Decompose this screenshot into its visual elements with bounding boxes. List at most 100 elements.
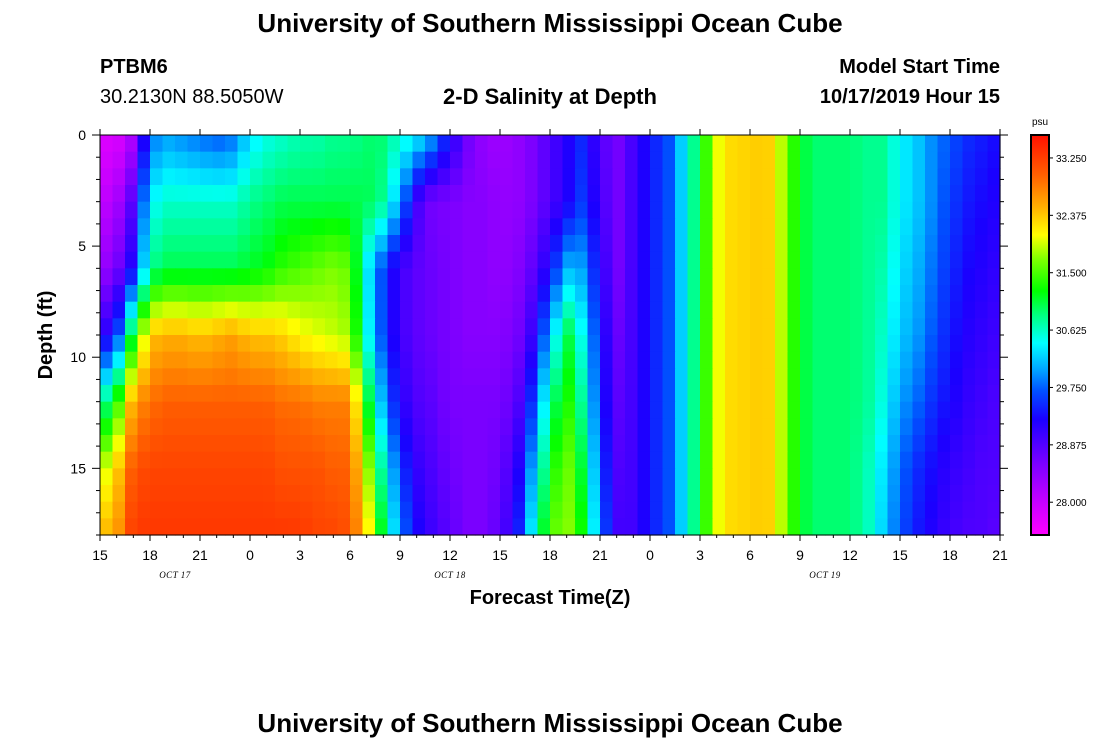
x-tick-label: 15 [492, 547, 508, 563]
heatmap-cell [962, 435, 976, 453]
heatmap-cell [250, 401, 264, 419]
heatmap-cell [275, 151, 289, 169]
heatmap-cell [637, 268, 651, 286]
heatmap-cell [400, 468, 414, 486]
heatmap-cell [925, 268, 939, 286]
heatmap-cell [487, 385, 501, 403]
heatmap-cell [137, 385, 151, 403]
heatmap-cell [800, 451, 814, 469]
heatmap-cell [525, 318, 539, 336]
heatmap-cell [812, 335, 826, 353]
heatmap-cell [537, 435, 551, 453]
heatmap-cell [875, 435, 889, 453]
date-label: OCT 18 [434, 570, 466, 580]
heatmap-cell [675, 485, 689, 503]
heatmap-cell [475, 301, 489, 319]
heatmap-cell [725, 285, 739, 303]
heatmap-cell [937, 268, 951, 286]
heatmap-cell [162, 451, 176, 469]
heatmap-cell [325, 268, 339, 286]
heatmap-cell [950, 335, 964, 353]
heatmap-cell [925, 468, 939, 486]
heatmap-cell [337, 468, 351, 486]
heatmap-cell [725, 385, 739, 403]
heatmap-cell [375, 218, 389, 236]
heatmap-cell [100, 168, 114, 186]
heatmap-cell [312, 351, 326, 369]
heatmap-cell [437, 368, 451, 386]
heatmap-cell [175, 168, 189, 186]
heatmap-cell [875, 218, 889, 236]
heatmap-cell [875, 451, 889, 469]
heatmap-cell [475, 135, 489, 153]
heatmap-cell [487, 335, 501, 353]
heatmap-cell [887, 318, 901, 336]
heatmap-cell [462, 385, 476, 403]
heatmap-cell [287, 185, 301, 203]
heatmap-cell [950, 518, 964, 536]
heatmap-cell [450, 318, 464, 336]
heatmap-cell [787, 451, 801, 469]
heatmap-cell [650, 285, 664, 303]
heatmap-cell [912, 435, 926, 453]
heatmap-cell [912, 401, 926, 419]
heatmap-cell [412, 351, 426, 369]
heatmap-cell [862, 468, 876, 486]
heatmap-cell [700, 235, 714, 253]
heatmap-cell [312, 201, 326, 219]
heatmap-cell [612, 285, 626, 303]
heatmap-cell [437, 168, 451, 186]
heatmap-cell [312, 318, 326, 336]
heatmap-cell [112, 168, 126, 186]
heatmap-cell [225, 218, 239, 236]
heatmap-cell [925, 435, 939, 453]
heatmap-cell [262, 468, 276, 486]
heatmap-cell [787, 501, 801, 519]
heatmap-cell [175, 285, 189, 303]
heatmap-cell [925, 418, 939, 436]
heatmap-cell [600, 218, 614, 236]
heatmap-cell [962, 385, 976, 403]
heatmap-cell [537, 418, 551, 436]
heatmap-cell [150, 368, 164, 386]
heatmap-cell [750, 451, 764, 469]
heatmap-cell [362, 301, 376, 319]
heatmap-cell [162, 235, 176, 253]
heatmap-cell [950, 468, 964, 486]
heatmap-cell [375, 385, 389, 403]
heatmap-cell [337, 451, 351, 469]
heatmap-cell [537, 235, 551, 253]
heatmap-cell [650, 468, 664, 486]
heatmap-cell [325, 335, 339, 353]
heatmap-cell [937, 451, 951, 469]
heatmap-cell [800, 368, 814, 386]
heatmap-cell [700, 468, 714, 486]
heatmap-cell [787, 168, 801, 186]
heatmap-cell [987, 385, 1001, 403]
heatmap-cell [262, 318, 276, 336]
heatmap-cell [800, 251, 814, 269]
heatmap-cell [400, 318, 414, 336]
heatmap-cell [850, 401, 864, 419]
heatmap-cell [487, 368, 501, 386]
heatmap-cell [425, 251, 439, 269]
heatmap-cell [687, 385, 701, 403]
heatmap-cell [200, 451, 214, 469]
heatmap-cell [462, 185, 476, 203]
heatmap-cell [662, 451, 676, 469]
heatmap-cell [662, 151, 676, 169]
heatmap-cell [250, 485, 264, 503]
heatmap-cell [412, 401, 426, 419]
heatmap-cell [150, 151, 164, 169]
heatmap-cell [725, 218, 739, 236]
heatmap-cell [637, 135, 651, 153]
heatmap-cell [962, 285, 976, 303]
heatmap-cell [875, 401, 889, 419]
x-tick-label: 21 [592, 547, 608, 563]
heatmap-cell [112, 251, 126, 269]
heatmap-cell [187, 285, 201, 303]
heatmap-cell [362, 185, 376, 203]
heatmap-cell [975, 368, 989, 386]
heatmap-cell [662, 201, 676, 219]
heatmap-cell [362, 435, 376, 453]
